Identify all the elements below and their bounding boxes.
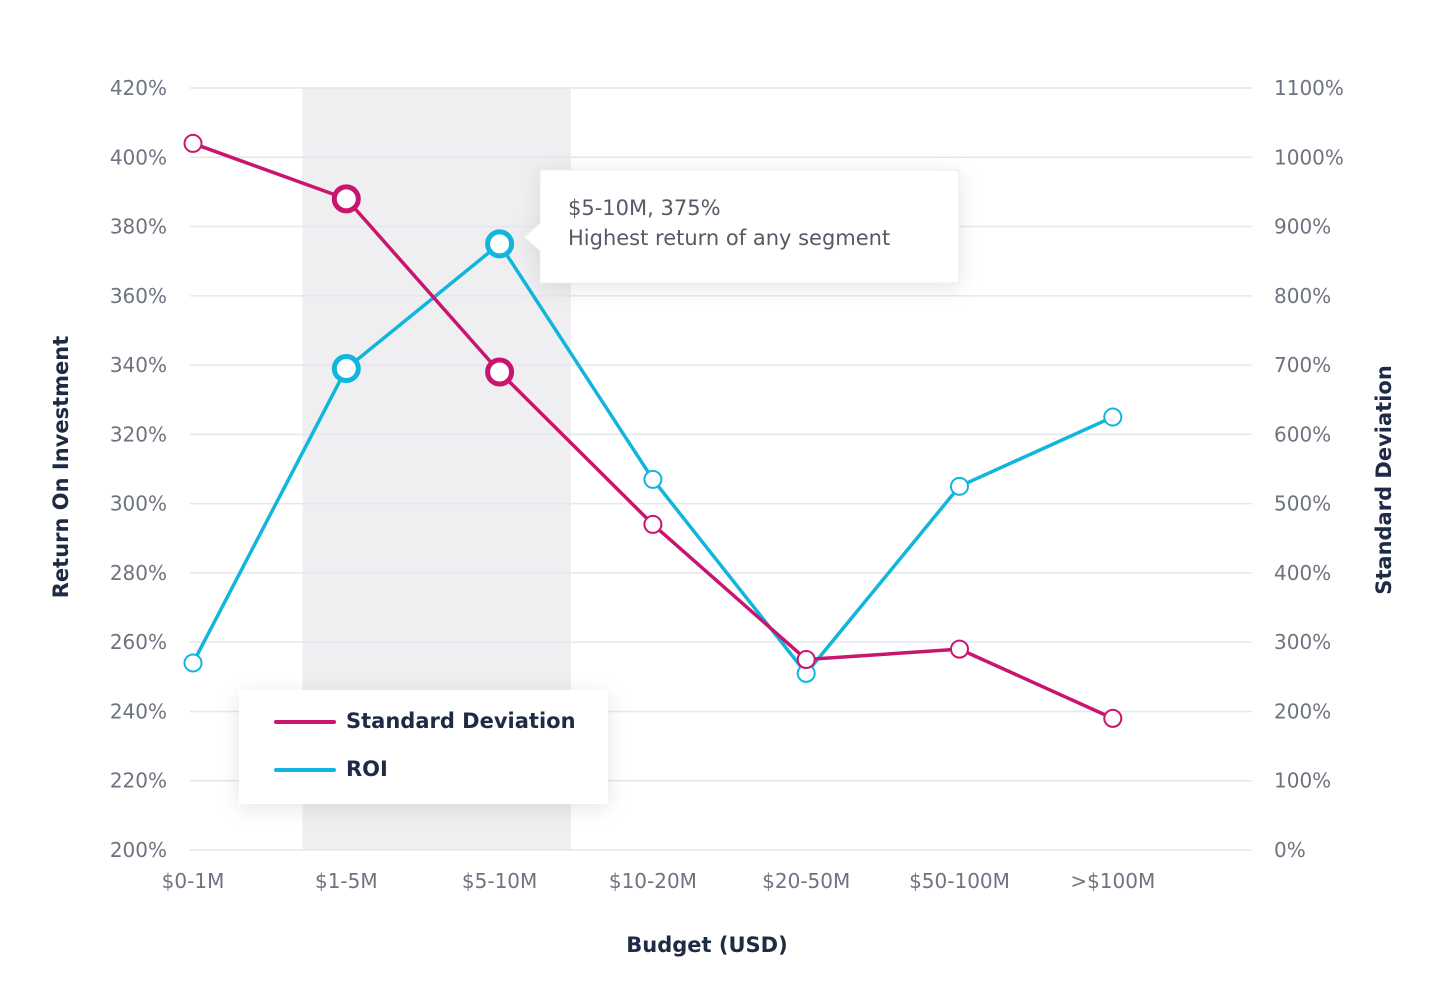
data-point-standard-deviation[interactable] <box>1103 708 1123 728</box>
y-axis-right-ticks: 0% 100% 200% 300% 400% 500% 600% 700% 800% 900% 10… <box>1274 76 1344 862</box>
x-tick-label: $1-5M <box>315 869 378 893</box>
data-point-roi[interactable] <box>485 229 515 259</box>
data-point-roi[interactable] <box>643 469 663 489</box>
annotation-line-1: $5-10M, 375% <box>568 196 721 220</box>
y-tick-label-right: 1000% <box>1274 145 1344 169</box>
data-point-standard-deviation[interactable] <box>950 639 969 659</box>
x-axis-ticks: $0-1M $1-5M $5-10M $10-20M $20-50M $50-100M >$… <box>162 869 1156 893</box>
data-point-roi[interactable] <box>950 476 969 496</box>
data-point-roi[interactable] <box>1103 407 1123 427</box>
y-tick-label-right: 800% <box>1274 284 1331 308</box>
legend: Standard Deviation ROI <box>239 690 608 804</box>
x-tick-label: $0-1M <box>162 869 225 893</box>
y-tick-label-left: 340% <box>110 353 167 377</box>
y-tick-label-right: 200% <box>1274 699 1331 723</box>
x-tick-label: $5-10M <box>462 869 537 893</box>
y-tick-label-right: 1100% <box>1274 76 1344 100</box>
y-tick-label-right: 0% <box>1274 838 1306 862</box>
y-tick-label-left: 380% <box>110 215 167 239</box>
data-point-standard-deviation[interactable] <box>183 133 203 153</box>
y-tick-label-left: 400% <box>110 145 167 169</box>
x-tick-label: $20-50M <box>762 869 850 893</box>
y-tick-label-right: 700% <box>1274 353 1331 377</box>
y-axis-right-title: Standard Deviation <box>1372 365 1396 595</box>
x-tick-label: $10-20M <box>609 869 697 893</box>
y-tick-label-right: 900% <box>1274 215 1331 239</box>
y-tick-label-left: 200% <box>110 838 167 862</box>
y-tick-label-right: 100% <box>1274 769 1331 793</box>
x-axis-title: Budget (USD) <box>626 933 787 957</box>
y-tick-label-left: 420% <box>110 76 167 100</box>
data-point-roi[interactable] <box>183 653 203 673</box>
y-tick-label-left: 240% <box>110 699 167 723</box>
x-tick-label: $50-100M <box>909 869 1010 893</box>
y-tick-label-right: 500% <box>1274 492 1331 516</box>
y-tick-label-left: 260% <box>110 630 167 654</box>
series-markers <box>183 133 1123 728</box>
data-point-standard-deviation[interactable] <box>485 357 515 387</box>
data-point-standard-deviation[interactable] <box>331 184 361 214</box>
data-point-standard-deviation[interactable] <box>796 650 816 669</box>
y-axis-left-title: Return On Investment <box>49 336 73 598</box>
data-point-roi[interactable] <box>331 354 361 384</box>
y-tick-label-left: 300% <box>110 492 167 516</box>
y-tick-label-right: 400% <box>1274 561 1331 585</box>
y-axis-left-ticks: 200% 220% 240% 260% 280% 300% 320% 340% 360% 380%… <box>110 76 167 862</box>
annotation-line-2: Highest return of any segment <box>568 226 890 250</box>
y-tick-label-left: 280% <box>110 561 167 585</box>
y-tick-label-left: 320% <box>110 422 167 446</box>
legend-label-roi: ROI <box>346 757 388 781</box>
data-point-standard-deviation[interactable] <box>643 514 663 534</box>
legend-label-standard-deviation: Standard Deviation <box>346 709 576 733</box>
y-tick-label-right: 600% <box>1274 422 1331 446</box>
y-tick-label-left: 220% <box>110 769 167 793</box>
y-tick-label-right: 300% <box>1274 630 1331 654</box>
y-tick-label-left: 360% <box>110 284 167 308</box>
annotation-callout: $5-10M, 375% Highest return of any segme… <box>523 169 960 284</box>
legend-box <box>239 690 608 804</box>
annotation-box <box>523 169 960 284</box>
x-tick-label: >$100M <box>1070 869 1155 893</box>
